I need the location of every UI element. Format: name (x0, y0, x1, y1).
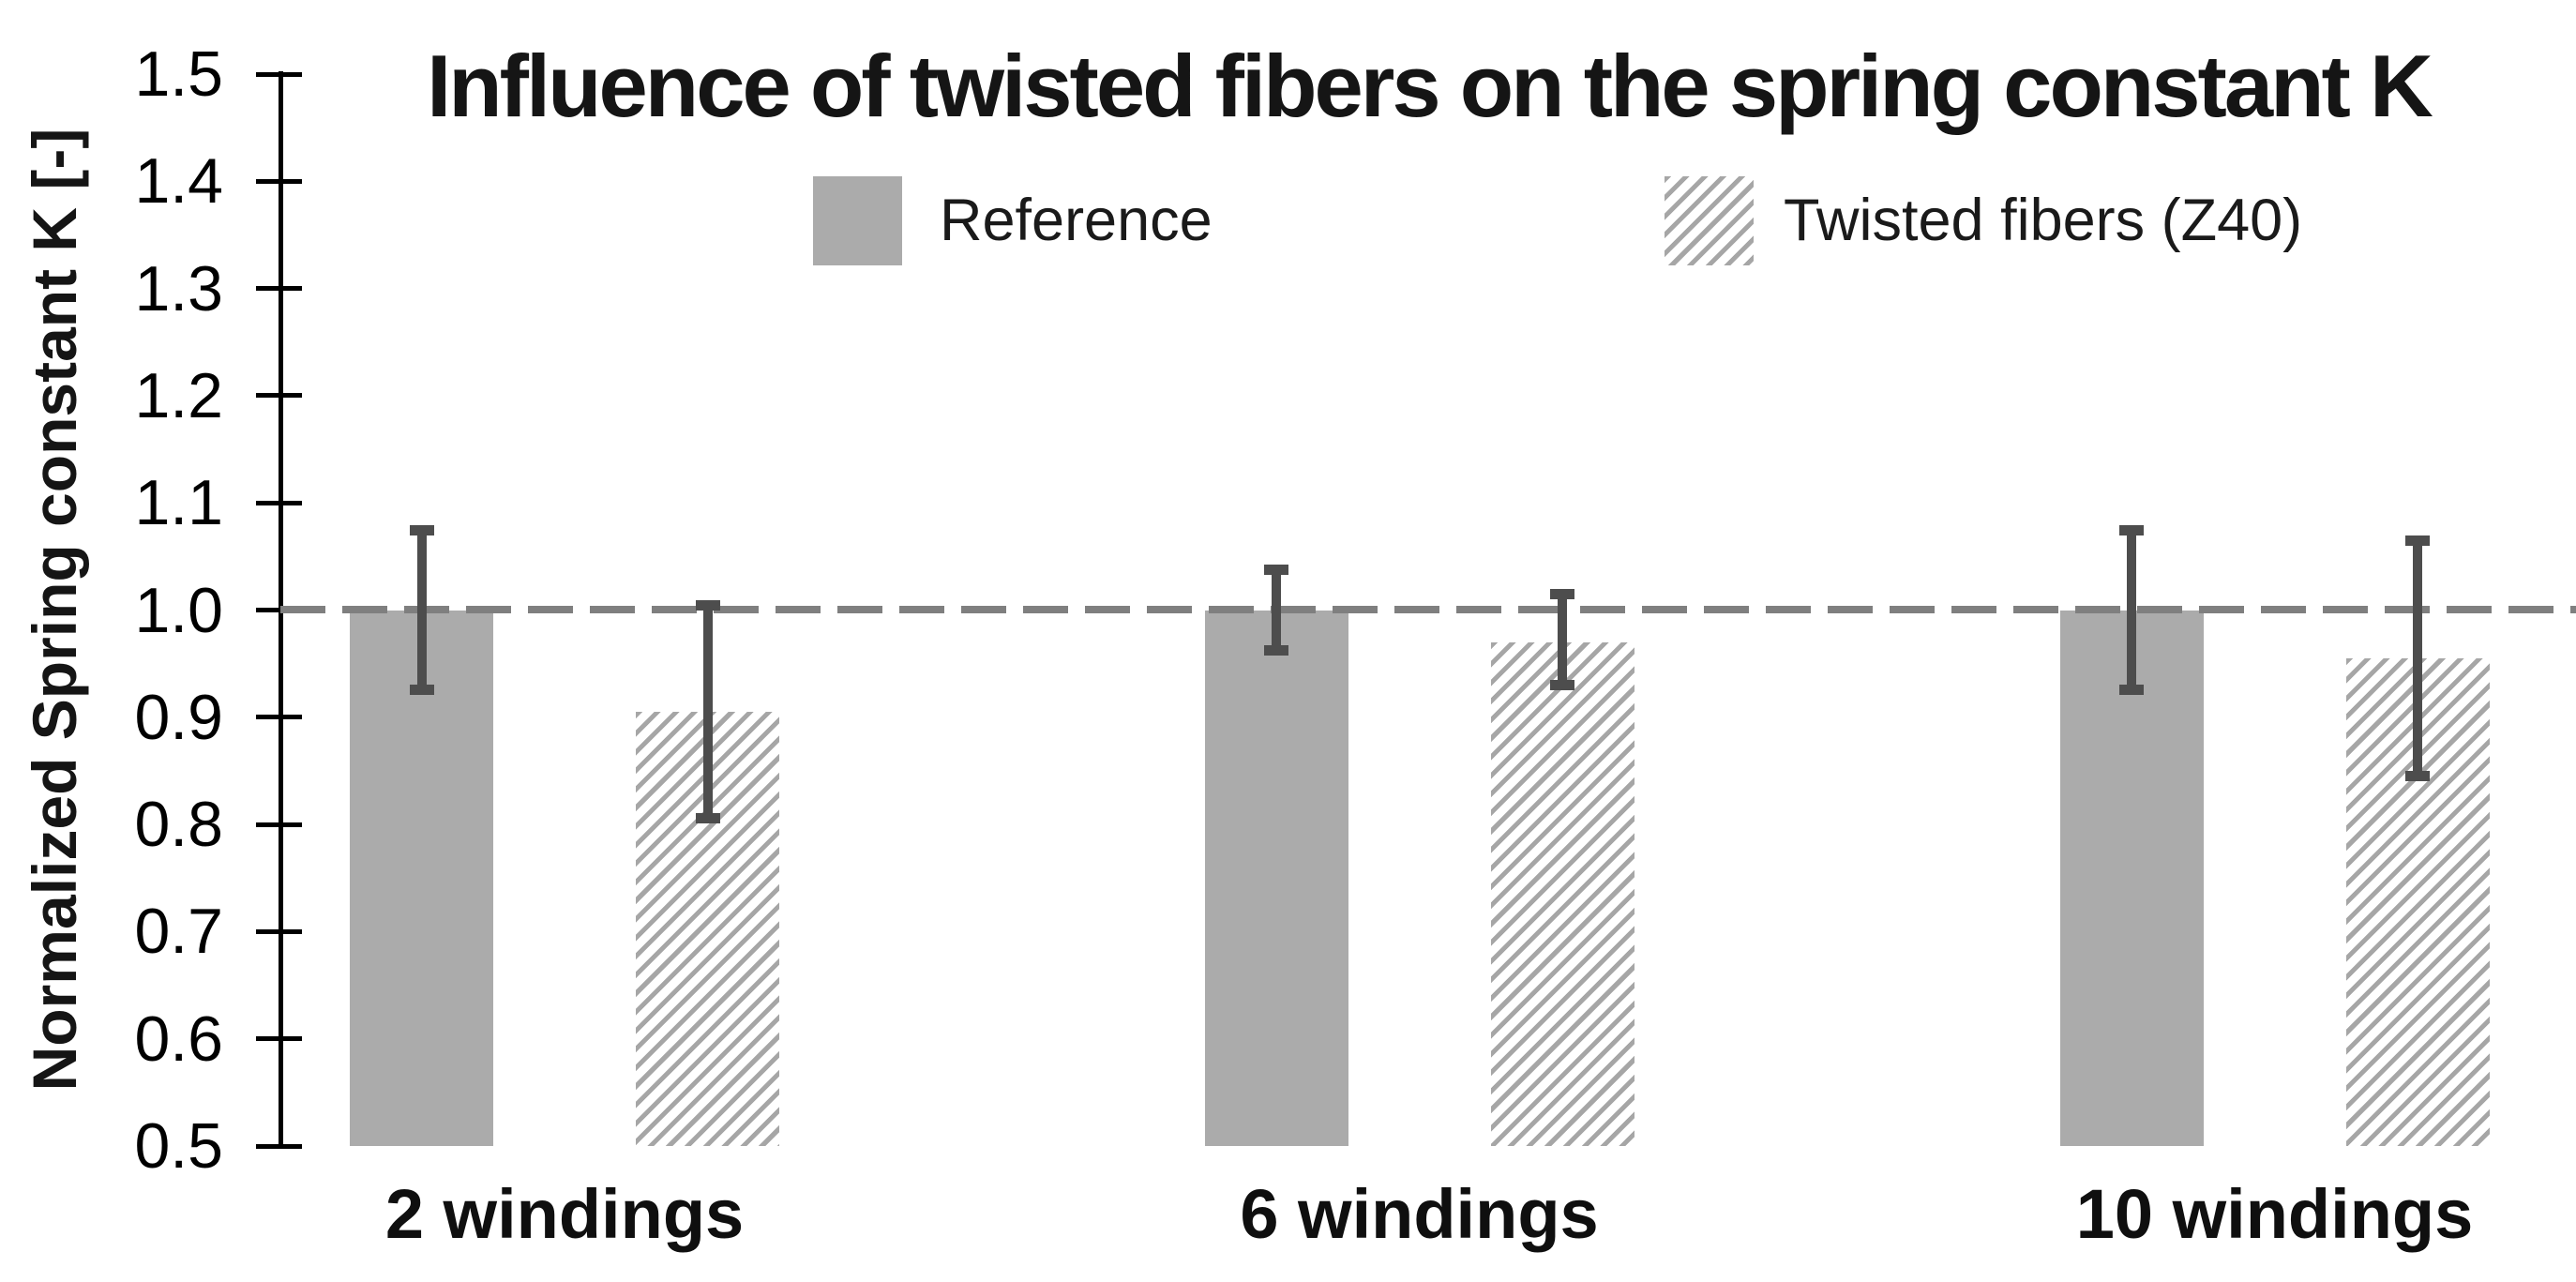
error-bar-line (2127, 529, 2136, 691)
error-bar-cap-bottom (1264, 644, 1288, 656)
y-tick (256, 500, 302, 505)
bar-reference-2-windings (350, 610, 493, 1146)
error-bar-line (1558, 594, 1567, 686)
error-bar-cap-bottom (2405, 770, 2430, 781)
y-tick-label: 0.9 (134, 681, 223, 753)
error-bar-line (416, 529, 427, 691)
error-bar-cap-top (2405, 535, 2430, 547)
y-tick-label: 1.4 (134, 145, 223, 218)
error-bar-cap-top (695, 599, 720, 611)
bar-twisted-6-windings (1490, 641, 1634, 1146)
error-bar-cap-top (2119, 524, 2144, 535)
y-tick (256, 928, 302, 934)
y-tick-label: 1.2 (134, 359, 223, 431)
error-bar-line (1272, 569, 1281, 651)
y-tick-label: 1.0 (134, 574, 223, 646)
x-category-label: 6 windings (1240, 1175, 1599, 1253)
y-tick (256, 1036, 302, 1042)
error-bar-line (2413, 540, 2422, 777)
y-tick-label: 0.6 (134, 1003, 223, 1075)
y-tick (256, 1143, 302, 1149)
y-tick (256, 822, 302, 827)
chart-title: Influence of twisted fibers on the sprin… (427, 37, 2433, 135)
legend-label-twisted-fibers: Twisted fibers (Z40) (1784, 188, 2303, 253)
error-bar-cap-top (1264, 565, 1288, 576)
y-tick (256, 178, 302, 184)
y-tick-label: 0.7 (134, 896, 223, 968)
y-tick (256, 393, 302, 399)
x-category-label: 2 windings (384, 1175, 745, 1253)
error-bar-cap-bottom (2119, 685, 2144, 696)
error-bar-cap-bottom (1550, 679, 1574, 690)
y-tick-label: 1.5 (134, 38, 223, 110)
reference-dashed-line (280, 606, 2576, 613)
legend-swatch-twisted-fibers (1665, 176, 1754, 265)
error-bar-cap-top (409, 524, 434, 535)
error-bar-cap-top (1550, 589, 1574, 600)
y-tick-label: 1.3 (134, 252, 223, 324)
bar-reference-10-windings (2059, 610, 2204, 1146)
bar-reference-6-windings (1204, 610, 1348, 1146)
y-tick (256, 71, 302, 77)
y-tick (256, 286, 302, 292)
error-bar-cap-bottom (695, 813, 720, 824)
y-tick-label: 1.1 (134, 467, 223, 539)
error-bar-cap-bottom (409, 685, 434, 696)
legend-swatch-reference (813, 176, 902, 265)
y-tick (256, 608, 302, 612)
x-category-label: 10 windings (2075, 1175, 2474, 1253)
legend-label-reference: Reference (940, 188, 1213, 253)
y-tick (256, 715, 302, 720)
y-tick-label: 0.5 (134, 1110, 223, 1182)
y-tick-label: 0.8 (134, 789, 223, 861)
error-bar-line (702, 604, 713, 820)
